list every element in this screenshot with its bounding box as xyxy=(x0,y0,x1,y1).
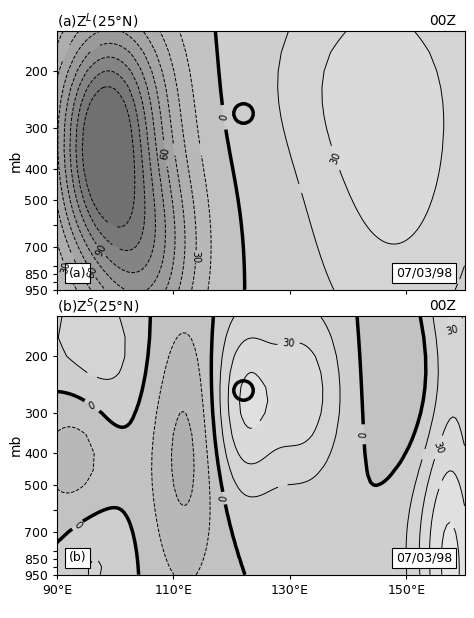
Text: (b): (b) xyxy=(69,551,87,564)
Text: 0: 0 xyxy=(219,114,229,122)
Text: 00Z: 00Z xyxy=(429,299,456,313)
Y-axis label: mb: mb xyxy=(9,434,22,457)
Text: 60: 60 xyxy=(159,147,171,161)
Y-axis label: mb: mb xyxy=(9,149,22,172)
Text: 30: 30 xyxy=(282,338,295,349)
Text: 0: 0 xyxy=(72,520,83,531)
Text: 30: 30 xyxy=(191,250,201,263)
Text: 07/03/98: 07/03/98 xyxy=(396,551,452,564)
Text: 0: 0 xyxy=(87,400,97,412)
Text: 00Z: 00Z xyxy=(429,14,456,28)
Text: 60: 60 xyxy=(85,265,99,279)
Text: 30: 30 xyxy=(59,260,72,274)
Text: (a)Z$^L$(25°N): (a)Z$^L$(25°N) xyxy=(57,11,138,31)
Text: 90: 90 xyxy=(94,243,108,258)
Text: 30: 30 xyxy=(446,324,460,337)
Text: 0: 0 xyxy=(219,494,229,502)
Text: 07/03/98: 07/03/98 xyxy=(396,266,452,279)
Text: 0: 0 xyxy=(358,431,369,438)
Text: (a): (a) xyxy=(69,266,87,279)
Text: 30: 30 xyxy=(328,151,342,166)
Text: 30: 30 xyxy=(431,440,445,455)
Text: (b)Z$^S$(25°N): (b)Z$^S$(25°N) xyxy=(57,296,139,316)
